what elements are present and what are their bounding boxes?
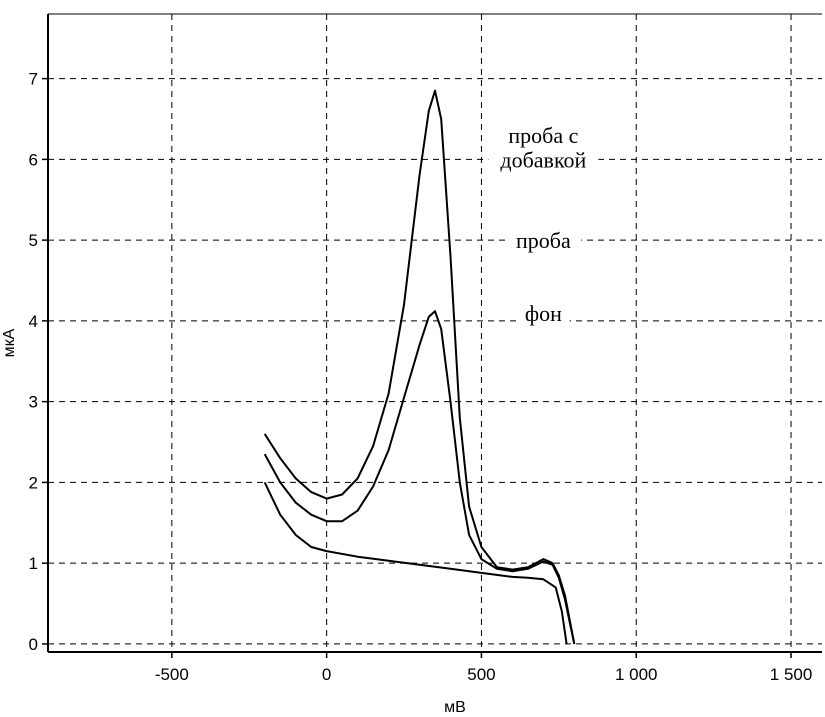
grid-layer [48, 14, 822, 652]
annotation-background [517, 301, 570, 328]
y-tick-label: 6 [29, 150, 38, 169]
y-tick-label: 5 [29, 231, 38, 250]
series-line-3 [263, 481, 568, 645]
series-layer [263, 89, 576, 645]
annotation-background [488, 148, 599, 175]
plot-frame [47, 13, 822, 653]
x-tick-label: 500 [467, 665, 495, 684]
y-tick-label: 3 [29, 393, 38, 412]
series-line-2 [263, 310, 576, 645]
tick-labels: -500 0 500 1 000 1 500 0 1 2 3 4 5 6 7 [29, 70, 813, 684]
y-tick-label: 4 [29, 312, 38, 331]
annotation-label: проба [516, 228, 571, 253]
annotation-label: добавкой [500, 147, 586, 172]
annotation-background [494, 124, 593, 151]
y-tick-label: 2 [29, 473, 38, 492]
annotation-label: фон [525, 301, 562, 326]
x-tick-label: 1 000 [615, 665, 658, 684]
series-line-1 [263, 89, 576, 645]
y-axis-label: мкА [1, 328, 18, 357]
annotation-background [505, 229, 582, 256]
x-tick-label: 1 500 [770, 665, 813, 684]
y-tick-label: 1 [29, 554, 38, 573]
x-tick-label: -500 [155, 665, 189, 684]
x-axis-label: мВ [444, 699, 466, 716]
y-tick-label: 0 [29, 635, 38, 654]
annotation-label: проба с [508, 123, 578, 148]
y-tick-label: 7 [29, 70, 38, 89]
x-tick-label: 0 [322, 665, 331, 684]
